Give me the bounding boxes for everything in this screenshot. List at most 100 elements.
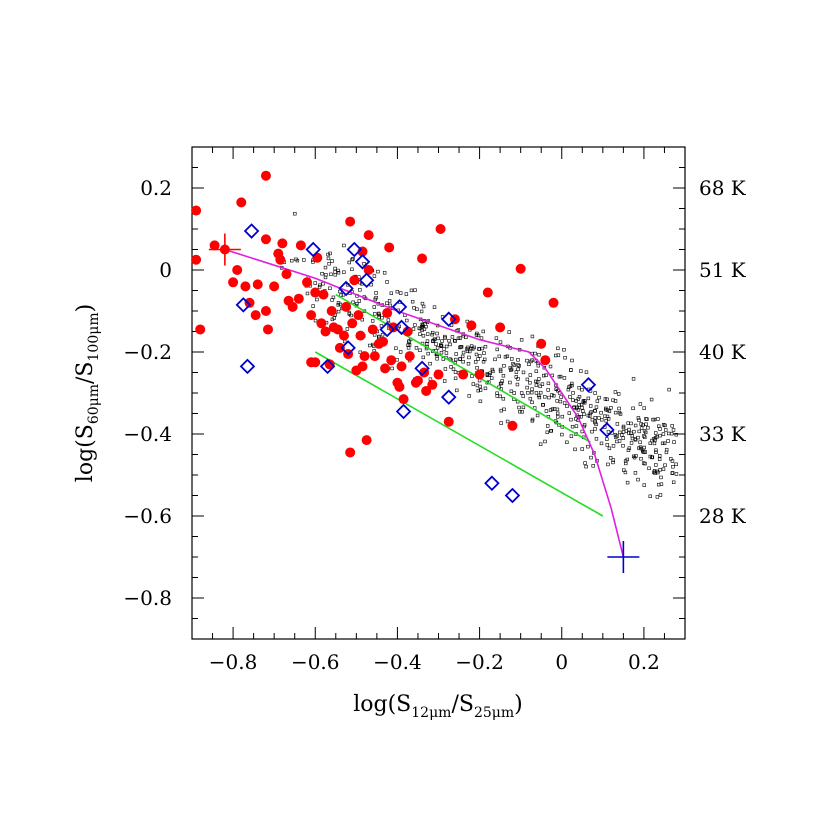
- background-point: [586, 444, 590, 449]
- background-point: [509, 389, 514, 393]
- background-point: [653, 471, 657, 475]
- background-point: [593, 416, 597, 420]
- background-point: [600, 418, 604, 422]
- red-point: [269, 281, 280, 292]
- background-point: [478, 384, 482, 389]
- background-point: [581, 409, 585, 413]
- background-point: [644, 417, 648, 421]
- background-point: [567, 411, 571, 415]
- background-point: [638, 440, 642, 444]
- background-point: [597, 416, 601, 420]
- background-point: [652, 469, 657, 473]
- background-point: [648, 441, 652, 445]
- background-point: [507, 330, 511, 334]
- blue-diamond: [354, 254, 371, 270]
- background-point: [536, 393, 541, 398]
- background-point: [327, 262, 331, 266]
- background-point: [471, 382, 476, 386]
- background-point: [537, 352, 541, 357]
- background-point: [543, 439, 547, 444]
- red-point: [310, 357, 321, 368]
- background-point: [449, 365, 453, 369]
- background-point: [660, 441, 665, 446]
- background-point: [593, 427, 597, 431]
- background-point: [577, 386, 581, 390]
- background-point: [498, 381, 503, 386]
- background-point: [439, 350, 444, 355]
- x-axis-title: log(S12μm/S25μm): [353, 692, 523, 721]
- blue-diamond: [305, 241, 321, 258]
- background-point: [550, 407, 555, 411]
- background-point: [546, 424, 550, 428]
- background-point: [458, 336, 462, 340]
- background-point: [388, 303, 393, 308]
- background-point: [545, 430, 549, 435]
- background-point: [452, 338, 457, 343]
- background-point: [560, 414, 565, 419]
- background-point: [374, 295, 378, 300]
- background-point: [458, 345, 462, 350]
- x-title-main: log(S: [353, 692, 411, 717]
- background-point: [593, 391, 597, 395]
- background-point: [478, 354, 482, 358]
- plot-frame: [191, 146, 686, 640]
- background-point: [347, 260, 351, 265]
- background-point: [454, 352, 458, 356]
- background-point: [409, 288, 414, 293]
- background-point: [368, 343, 372, 348]
- background-point: [674, 462, 678, 466]
- background-point: [510, 357, 514, 361]
- background-point: [570, 358, 574, 363]
- blue-diamond: [580, 377, 597, 393]
- background-point: [535, 413, 540, 418]
- background-point: [599, 411, 603, 415]
- background-point: [609, 406, 613, 410]
- background-point: [305, 291, 310, 296]
- background-point: [568, 384, 573, 388]
- background-point: [549, 429, 553, 433]
- background-point: [654, 448, 658, 452]
- blue-diamond: [484, 475, 500, 491]
- red-point: [252, 279, 263, 290]
- red-point: [515, 263, 526, 274]
- background-point: [320, 272, 324, 276]
- background-point: [666, 439, 670, 443]
- background-point: [570, 424, 575, 429]
- background-point: [656, 482, 661, 487]
- red-point: [191, 205, 202, 216]
- background-point: [313, 281, 317, 285]
- background-point: [490, 367, 495, 372]
- red-point: [355, 330, 366, 341]
- background-point: [355, 302, 359, 306]
- background-point: [444, 344, 449, 349]
- background-point: [621, 430, 626, 434]
- background-point: [360, 317, 365, 322]
- background-point: [565, 440, 569, 444]
- background-point: [606, 430, 611, 434]
- background-point: [432, 305, 437, 309]
- blue-diamond: [346, 241, 363, 258]
- background-point: [631, 377, 636, 381]
- y-title-main: log(S: [73, 424, 98, 482]
- background-point: [632, 429, 636, 434]
- background-point: [323, 275, 328, 280]
- background-point: [476, 357, 480, 361]
- background-point: [630, 436, 635, 441]
- red-point: [332, 324, 343, 335]
- background-point: [474, 352, 479, 357]
- background-point: [606, 462, 610, 467]
- background-point: [315, 297, 319, 302]
- red-point: [345, 216, 356, 227]
- background-point: [468, 349, 472, 354]
- background-point: [530, 417, 535, 422]
- red-point: [359, 351, 370, 362]
- background-point: [658, 427, 662, 431]
- background-point: [633, 471, 638, 475]
- background-point: [483, 386, 488, 391]
- background-point: [664, 450, 669, 455]
- background-point: [629, 421, 633, 426]
- background-point: [499, 421, 503, 425]
- background-point: [413, 323, 417, 327]
- background-point: [657, 454, 662, 458]
- background-point: [537, 377, 541, 381]
